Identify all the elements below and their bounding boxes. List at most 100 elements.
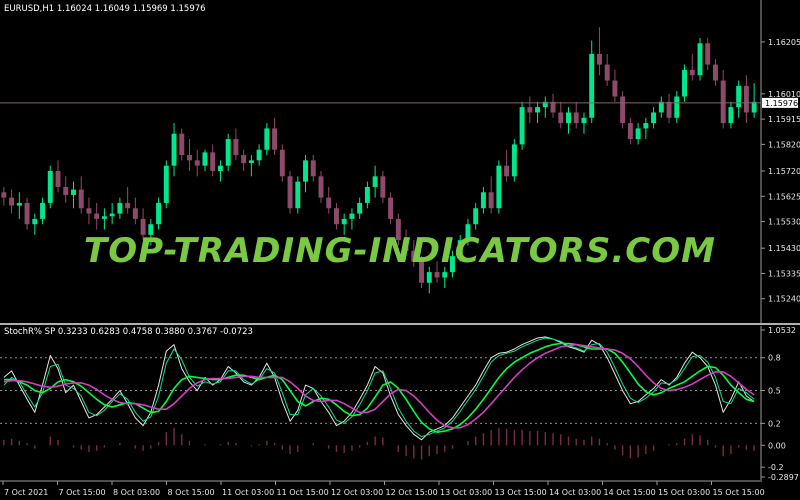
candle-body — [78, 189, 84, 209]
candle-body — [279, 149, 285, 177]
candle-body — [194, 160, 200, 166]
candle-body — [426, 272, 432, 283]
candle-body — [635, 128, 641, 140]
candle-body — [163, 165, 169, 203]
indicator-panel: 1.0532 0.8 0.5 0.2 0.00 -0.2-0.2897 StochR% S… — [0, 326, 799, 482]
price-tick-label: 1.15430 — [768, 244, 800, 253]
time-axis-ticks: 7 Oct 2021 7 Oct 15:00 8 Oct 03:00 8 Oct 15… — [2, 481, 765, 497]
candle-body — [596, 53, 602, 65]
candle-body — [94, 213, 100, 219]
candle-body — [310, 160, 316, 177]
indicator-tick-label: -0.2897 — [768, 473, 799, 482]
candle-body — [589, 53, 595, 118]
indicator-series-line — [3, 337, 755, 437]
candle-body — [140, 218, 146, 235]
candle-body — [403, 240, 409, 251]
candle-body — [627, 123, 633, 140]
candle-body — [326, 197, 332, 209]
time-tick-label: 15 Oct 15:00 — [713, 488, 765, 497]
candle-body — [480, 192, 486, 209]
price-tick-label: 1.15625 — [768, 192, 800, 201]
candle-body — [581, 117, 587, 124]
candle-body — [341, 218, 347, 225]
candle-body — [473, 208, 479, 225]
candle-body — [63, 186, 69, 195]
candle-body — [349, 213, 355, 219]
candle-body — [132, 208, 138, 219]
candle-body — [457, 240, 463, 257]
candle-body — [179, 133, 185, 156]
watermark: TOP-TRADING-INDICATORS.COM — [84, 231, 716, 271]
indicator-tick-label: 0.00 — [768, 441, 786, 450]
candle-body — [720, 80, 726, 124]
indicator-histogram — [3, 427, 755, 460]
candle-body — [256, 149, 262, 161]
candle-body — [411, 250, 417, 262]
candle-body — [380, 176, 386, 198]
candle-body — [32, 218, 38, 225]
time-tick-label: 7 Oct 15:00 — [59, 488, 106, 497]
candle-body — [86, 208, 92, 214]
candle-body — [55, 170, 61, 187]
time-tick-label: 8 Oct 03:00 — [113, 488, 160, 497]
indicator-tick-label: 0.5 — [768, 387, 781, 396]
time-tick-label: 12 Oct 15:00 — [386, 488, 438, 497]
candle-body — [71, 189, 76, 195]
candle-body — [318, 176, 324, 198]
candle-body — [16, 202, 22, 206]
candle-body — [743, 85, 749, 113]
current-price-label: 1.15976 — [765, 99, 798, 108]
candle-body — [450, 256, 455, 273]
candle-body — [388, 197, 394, 219]
candle-body — [125, 202, 131, 209]
candle-body — [558, 112, 564, 124]
candle-body — [101, 216, 107, 219]
candle-body — [666, 101, 672, 118]
price-tick-label: 1.15335 — [768, 269, 800, 278]
candle-body — [357, 202, 363, 214]
candle-body — [465, 224, 471, 241]
candle-body — [751, 101, 757, 113]
candle-body — [697, 43, 703, 76]
candle-body — [550, 101, 556, 113]
candles-layer — [1, 27, 757, 294]
candle-body — [364, 186, 370, 203]
indicator-series-line — [3, 342, 755, 434]
indicator-series — [3, 336, 755, 441]
candle-body — [542, 101, 548, 108]
indicator-tick-label: 0.2 — [768, 419, 781, 428]
time-tick-label: 11 Oct 15:00 — [277, 488, 329, 497]
candle-body — [24, 202, 30, 225]
candle-body — [658, 101, 664, 113]
candle-body — [47, 170, 53, 203]
indicator-header: StochR% SP 0.3233 0.6283 0.4758 0.3880 0… — [4, 327, 253, 337]
indicator-axis-ticks: 1.0532 0.8 0.5 0.2 0.00 -0.2-0.2897 — [761, 326, 799, 482]
time-tick-label: 14 Oct 03:00 — [549, 488, 601, 497]
candle-body — [1, 192, 7, 198]
candle-body — [109, 213, 115, 217]
price-axis-ticks: 1.16205 1.16010 1.15915 1.15820 1.15720 1.156… — [761, 38, 800, 304]
candle-body — [295, 181, 301, 209]
candle-body — [148, 224, 154, 235]
time-tick-label: 8 Oct 15:00 — [168, 488, 215, 497]
candle-body — [604, 64, 610, 81]
candle-body — [674, 96, 680, 118]
candle-body — [333, 208, 339, 225]
candle-body — [419, 261, 425, 283]
candle-body — [187, 155, 192, 161]
candle-body — [488, 192, 494, 209]
candle-body — [620, 96, 626, 124]
candle-body — [40, 202, 46, 219]
price-tick-label: 1.15720 — [768, 167, 800, 176]
candle-body — [372, 176, 378, 187]
time-tick-label: 11 Oct 03:00 — [222, 488, 274, 497]
indicator-series-line — [3, 336, 755, 441]
candle-body — [573, 112, 579, 124]
candle-body — [682, 69, 687, 97]
candle-body — [210, 152, 216, 171]
candle-body — [442, 272, 448, 278]
price-panel: 1.16205 1.16010 1.15915 1.15820 1.15720 1.156… — [0, 0, 800, 323]
candle-body — [504, 165, 510, 177]
price-tick-label: 1.15820 — [768, 140, 800, 149]
